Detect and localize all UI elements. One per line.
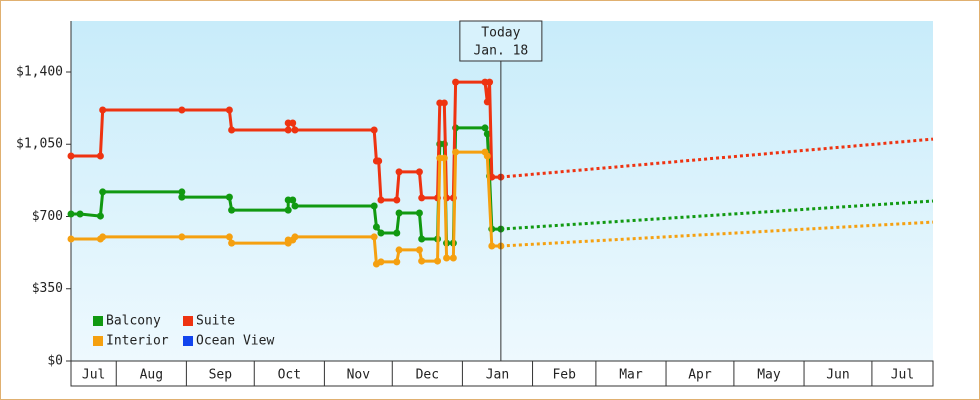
point: [415, 168, 423, 176]
point: [284, 126, 292, 134]
x-tick-label: Dec: [416, 368, 439, 383]
plot-area: [71, 21, 933, 361]
point: [96, 152, 104, 160]
point: [228, 206, 236, 214]
x-tick-label: Mar: [619, 368, 643, 383]
point: [415, 209, 423, 217]
legend-label: Ocean View: [196, 334, 274, 349]
legend-swatch: [183, 316, 193, 326]
point: [393, 196, 401, 204]
point: [452, 78, 460, 86]
point: [434, 257, 442, 265]
legend-label: Balcony: [106, 314, 161, 329]
point: [370, 202, 378, 210]
y-tick-label: $0: [47, 354, 63, 369]
point: [291, 233, 299, 241]
point: [228, 239, 236, 247]
point: [443, 254, 451, 262]
point: [67, 235, 75, 243]
x-axis-strip: [70, 360, 934, 387]
point: [370, 126, 378, 134]
point: [452, 148, 460, 156]
point: [289, 196, 297, 204]
point: [395, 209, 403, 217]
point: [291, 202, 299, 210]
point: [483, 152, 491, 160]
x-tick-label: Apr: [688, 368, 712, 383]
projection-line: [500, 220, 934, 248]
point: [178, 233, 186, 241]
point: [370, 233, 378, 241]
legend-swatch: [93, 316, 103, 326]
x-tick-label: Jan: [486, 368, 509, 383]
point: [449, 254, 457, 262]
point: [377, 258, 385, 266]
x-tick-label: Feb: [552, 368, 576, 383]
point: [178, 193, 186, 201]
point: [225, 193, 233, 201]
point: [393, 229, 401, 237]
point: [291, 126, 299, 134]
point: [67, 210, 75, 218]
point: [483, 130, 491, 138]
point: [418, 257, 426, 265]
x-tick-label: Nov: [347, 368, 371, 383]
legend-swatch: [183, 336, 193, 346]
today-box: [459, 20, 543, 62]
projection-line: [500, 137, 934, 179]
point: [99, 188, 107, 196]
x-tick-label: Oct: [278, 368, 301, 383]
legend-swatch: [93, 336, 103, 346]
y-tick-label: $1,400: [16, 64, 63, 79]
point: [418, 194, 426, 202]
x-tick-label: Jun: [826, 368, 849, 383]
point: [99, 233, 107, 241]
x-tick-label: Jul: [82, 368, 105, 383]
point: [377, 229, 385, 237]
point: [289, 119, 297, 127]
point: [225, 106, 233, 114]
y-tick-label: $1,050: [16, 137, 63, 152]
point: [178, 106, 186, 114]
point: [67, 152, 75, 160]
point: [395, 246, 403, 254]
y-tick-label: $350: [32, 281, 63, 296]
point: [76, 210, 84, 218]
point: [481, 124, 489, 132]
today-label: Today: [481, 26, 520, 41]
point: [488, 173, 496, 181]
point: [225, 233, 233, 241]
x-tick-label: Jul: [891, 368, 914, 383]
point: [415, 246, 423, 254]
point: [178, 188, 186, 196]
point: [375, 157, 383, 165]
projection-line: [500, 199, 934, 231]
point: [440, 154, 448, 162]
x-tick-label: May: [757, 368, 781, 383]
point: [393, 258, 401, 266]
point: [418, 235, 426, 243]
point: [96, 212, 104, 220]
today-label: Jan. 18: [473, 44, 528, 59]
legend-label: Interior: [106, 334, 169, 349]
point: [483, 98, 491, 106]
point: [377, 196, 385, 204]
point: [395, 168, 403, 176]
x-tick-label: Aug: [140, 368, 163, 383]
x-tick-label: Sep: [209, 368, 233, 383]
legend-label: Suite: [196, 314, 235, 329]
point: [488, 242, 496, 250]
point: [284, 206, 292, 214]
point: [372, 223, 380, 231]
point: [99, 106, 107, 114]
y-tick-label: $700: [32, 209, 63, 224]
point: [440, 99, 448, 107]
point: [228, 126, 236, 134]
point: [486, 78, 494, 86]
